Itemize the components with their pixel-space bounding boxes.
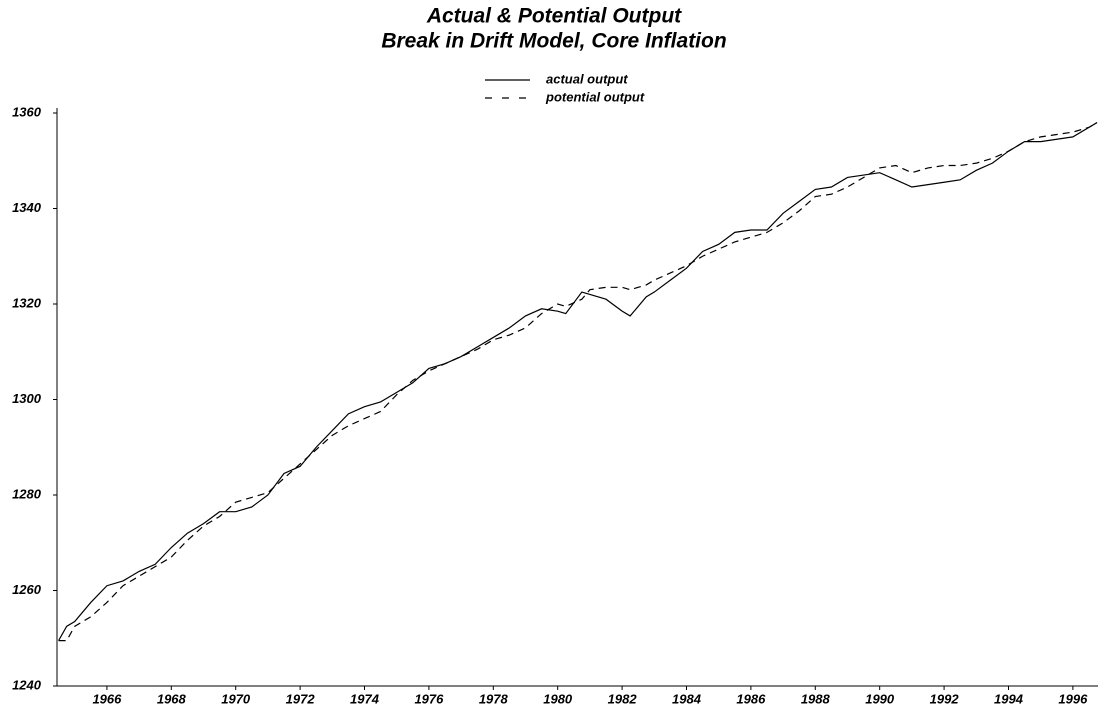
x-tick-label: 1982 xyxy=(608,691,638,706)
x-tick-label: 1988 xyxy=(801,691,831,706)
chart-title: Actual & Potential Output xyxy=(426,5,682,28)
y-tick-label: 1320 xyxy=(12,295,42,310)
x-tick-label: 1996 xyxy=(1058,691,1088,706)
y-tick-label: 1300 xyxy=(12,391,42,406)
series-line xyxy=(58,122,1098,641)
y-tick-label: 1280 xyxy=(12,486,42,501)
x-tick-label: 1986 xyxy=(736,691,766,706)
x-tick-label: 1984 xyxy=(672,691,702,706)
series-line xyxy=(58,122,1098,642)
y-tick-label: 1260 xyxy=(12,582,42,597)
x-tick-label: 1990 xyxy=(865,691,895,706)
legend-label: actual output xyxy=(546,71,628,86)
x-tick-label: 1978 xyxy=(479,691,509,706)
y-tick-label: 1240 xyxy=(12,677,42,692)
x-tick-label: 1966 xyxy=(92,691,122,706)
legend-label: potential output xyxy=(545,89,645,104)
x-tick-label: 1976 xyxy=(414,691,444,706)
x-tick-label: 1974 xyxy=(350,691,380,706)
x-tick-label: 1980 xyxy=(543,691,573,706)
y-tick-label: 1360 xyxy=(12,104,42,119)
x-tick-label: 1970 xyxy=(221,691,251,706)
x-tick-label: 1972 xyxy=(286,691,316,706)
x-tick-label: 1994 xyxy=(994,691,1024,706)
y-tick-label: 1340 xyxy=(12,200,42,215)
x-tick-label: 1968 xyxy=(157,691,187,706)
chart-subtitle: Break in Drift Model, Core Inflation xyxy=(381,30,726,53)
x-tick-label: 1992 xyxy=(930,691,960,706)
